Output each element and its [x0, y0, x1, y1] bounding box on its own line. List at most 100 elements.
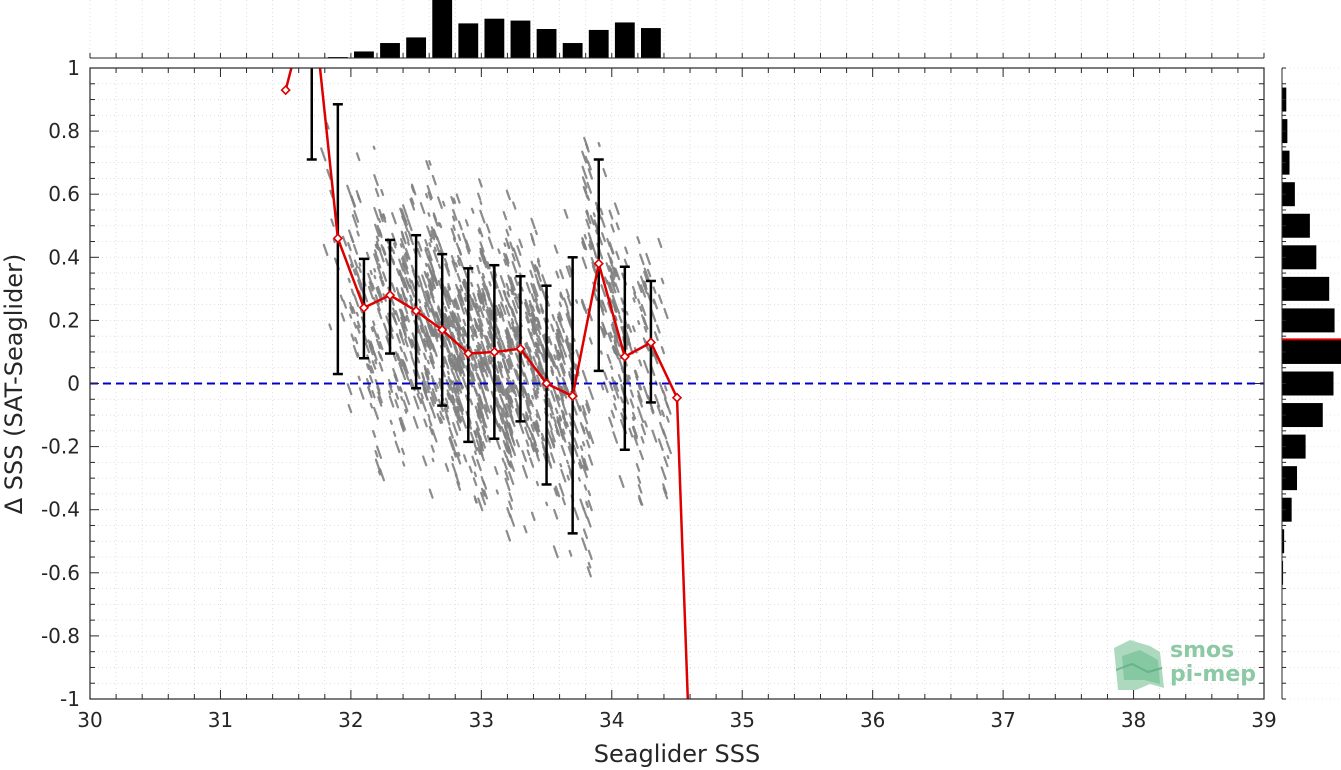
scatter-point — [610, 247, 615, 255]
y-tick-label: -1 — [60, 687, 80, 711]
scatter-point — [651, 429, 658, 443]
scatter-point — [322, 243, 329, 256]
scatter-point — [479, 332, 483, 340]
scatter-point — [536, 337, 541, 347]
scatter-point — [339, 294, 344, 302]
x-tick-label: 37 — [990, 708, 1015, 732]
scatter-point — [436, 413, 442, 424]
scatter-point — [357, 375, 361, 382]
scatter-point — [452, 197, 457, 204]
scatter-point — [429, 284, 434, 292]
scatter-point — [348, 229, 355, 244]
right-hist-bar — [1282, 213, 1310, 238]
scatter-point — [553, 354, 557, 361]
scatter-point — [475, 420, 481, 432]
scatter-point — [631, 426, 638, 440]
scatter-point — [429, 396, 435, 407]
scatter-point — [535, 305, 540, 313]
scatter-point — [402, 399, 409, 412]
scatter-point — [479, 317, 484, 327]
scatter-point — [531, 305, 536, 312]
scatter-point — [639, 306, 643, 312]
scatter-point — [507, 407, 513, 418]
y-tick-label: 0.4 — [48, 245, 80, 269]
scatter-point — [507, 302, 512, 309]
scatter-point — [389, 254, 395, 266]
scatter-point — [476, 283, 483, 298]
scatter-point — [431, 357, 435, 365]
scatter-point — [560, 468, 567, 483]
scatter-point — [483, 295, 487, 302]
scatter-point — [450, 455, 455, 462]
right-hist-bar — [1282, 276, 1330, 301]
scatter-point — [514, 292, 518, 299]
scatter-point — [399, 334, 406, 346]
scatter-point — [508, 225, 512, 231]
scatter-point — [487, 355, 491, 361]
scatter-point — [503, 242, 507, 248]
scatter-point — [473, 385, 479, 397]
scatter-point — [398, 417, 404, 429]
scatter-point — [528, 303, 532, 309]
scatter-point — [611, 294, 619, 309]
scatter-point — [457, 395, 461, 401]
scatter-point — [565, 313, 572, 327]
scatter-point — [653, 331, 659, 342]
scatter-point — [530, 282, 536, 294]
scatter-point — [422, 388, 429, 401]
scatter-point — [480, 475, 486, 486]
scatter-point — [451, 319, 455, 325]
scatter-point — [525, 411, 530, 420]
scatter-point — [451, 299, 456, 308]
scatter-point — [609, 331, 614, 339]
scatter-point — [464, 219, 469, 227]
scatter-point — [404, 251, 409, 260]
scatter-point — [380, 188, 385, 197]
scatter-point — [455, 452, 462, 465]
scatter-point — [400, 321, 407, 336]
scatter-point — [426, 368, 431, 375]
scatter-point — [613, 402, 618, 411]
x-tick-label: 36 — [860, 708, 885, 732]
scatter-point — [507, 320, 513, 330]
scatter-point — [632, 297, 636, 303]
scatter-point — [478, 327, 483, 335]
scatter-point — [646, 268, 652, 278]
scatter-point — [479, 241, 485, 253]
scatter-point — [535, 387, 540, 394]
scatter-point — [535, 343, 538, 349]
mean-marker — [358, 302, 370, 313]
scatter-point — [531, 394, 535, 400]
scatter-point — [470, 362, 475, 372]
scatter-point — [351, 214, 359, 228]
scatter-point — [497, 364, 504, 379]
scatter-point — [401, 461, 406, 467]
scatter-point — [555, 320, 562, 335]
scatter-point — [530, 293, 536, 303]
scatter-point — [608, 265, 613, 275]
scatter-point — [452, 372, 458, 383]
y-tick-labels: 1 0.8 0.6 0.4 0.2 0 -0.2 -0.4 -0.6 -0.8 -1 — [41, 56, 80, 711]
scatter-point — [585, 501, 590, 509]
scatter-point — [428, 355, 433, 363]
scatter-point — [451, 331, 456, 340]
scatter-point — [508, 448, 512, 454]
scatter-point — [479, 209, 486, 224]
scatter-point — [504, 394, 508, 401]
scatter-point — [373, 253, 379, 266]
scatter-point — [477, 296, 482, 304]
scatter-point — [427, 255, 432, 262]
scatter-point — [640, 303, 647, 317]
scatter-point — [508, 462, 513, 469]
scatter-point — [513, 368, 520, 381]
scatter-point — [572, 419, 579, 434]
scatter-point — [652, 351, 659, 365]
scatter-point — [565, 335, 569, 341]
scatter-point — [568, 549, 573, 557]
scatter-point — [540, 352, 546, 363]
scatter-point — [410, 197, 415, 205]
scatter-point — [425, 160, 431, 170]
scatter-point — [569, 421, 573, 427]
scatter-point — [613, 202, 620, 216]
scatter-point — [585, 439, 591, 449]
